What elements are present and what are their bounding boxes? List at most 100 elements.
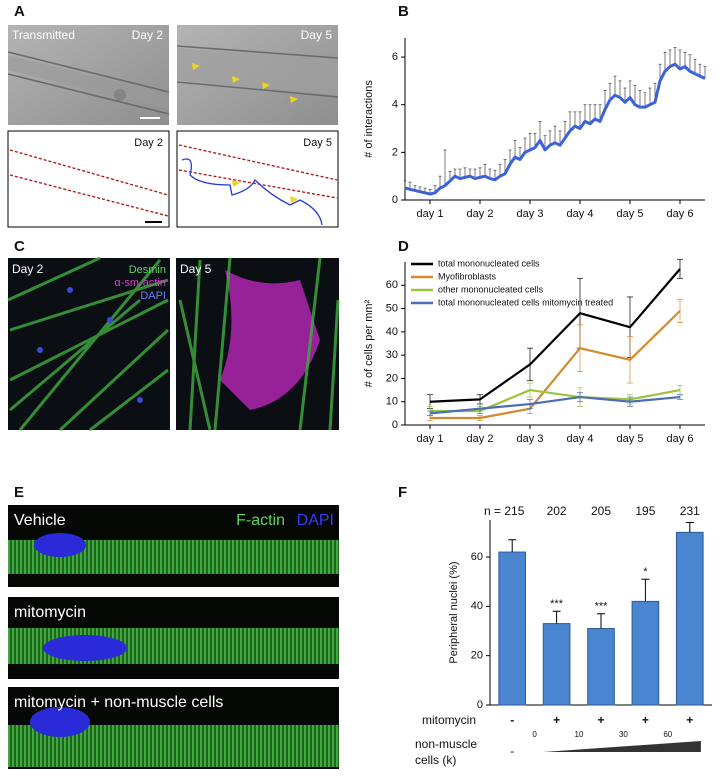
y-axis-label: # of cells per mm²	[363, 299, 375, 387]
y-tick-label: 20	[471, 650, 483, 662]
error-bar	[703, 66, 707, 79]
row-label: non-muscle	[415, 737, 477, 751]
image-c-right: Day 5	[176, 257, 340, 431]
row-label: mitomycin	[422, 713, 476, 727]
error-bar	[668, 49, 672, 67]
y-tick-label: 40	[386, 326, 398, 338]
error-bar	[553, 125, 557, 143]
stain-label: DAPI	[140, 290, 166, 302]
series-line	[430, 388, 681, 413]
mitomycin-sign: +	[597, 713, 604, 727]
error-bar	[528, 132, 532, 150]
mitomycin-sign: +	[642, 713, 649, 727]
error-bar	[403, 180, 407, 189]
condition-label: mitomycin + non-muscle cells	[14, 694, 223, 711]
error-bar	[623, 87, 627, 103]
bar	[587, 628, 615, 706]
panel-label: B	[398, 3, 409, 20]
x-tick-label: day 3	[517, 433, 544, 445]
significance: ***	[550, 598, 564, 610]
stain-label: α-sm-actin	[114, 277, 166, 289]
error-bar	[597, 613, 605, 629]
error-bar	[443, 149, 447, 186]
image-e-2: mitomycin	[8, 597, 339, 679]
error-bar	[538, 121, 542, 141]
error-bar	[483, 163, 487, 177]
image-c-left: Day 2 Desmin α-sm-actin DAPI	[7, 256, 170, 432]
stain-label: DAPI	[297, 512, 334, 529]
series-line	[429, 395, 681, 415]
image-label: Day 5	[180, 262, 212, 276]
y-tick-label: 2	[392, 146, 398, 158]
x-tick-label: day 1	[417, 433, 444, 445]
non-muscle-amount: 10	[575, 730, 584, 739]
bar	[542, 623, 571, 706]
legend-label: total mononucleated cells	[438, 258, 540, 268]
error-bar	[641, 578, 650, 602]
bar	[498, 551, 527, 706]
y-tick-label: 0	[477, 699, 483, 711]
gradient-triangle	[543, 741, 701, 752]
image-label: Day 2	[132, 28, 164, 42]
x-tick-label: day 3	[517, 208, 544, 220]
legend-label: total mononucleated cells mitomycin trea…	[438, 297, 613, 307]
error-bar	[608, 82, 612, 100]
non-muscle-amount: 0	[532, 730, 537, 739]
error-bar	[648, 87, 652, 105]
x-tick-label: day 5	[617, 208, 644, 220]
error-bar	[638, 90, 642, 108]
error-bar	[685, 521, 694, 533]
error-bar	[618, 80, 622, 98]
non-muscle-amount: -	[510, 744, 514, 758]
image-a-bottom-left: Day 2	[7, 130, 170, 228]
error-bar	[463, 167, 467, 178]
y-tick-label: 30	[386, 349, 398, 361]
n-label: 231	[680, 504, 700, 518]
mitomycin-sign: +	[553, 713, 560, 727]
y-tick-label: 20	[386, 372, 398, 384]
x-tick-label: day 2	[467, 208, 494, 220]
x-tick-label: day 2	[467, 433, 494, 445]
error-bar	[552, 610, 561, 624]
stain-label: Desmin	[129, 264, 166, 276]
error-bar	[643, 92, 647, 108]
series-line	[430, 310, 681, 420]
significance: *	[643, 566, 648, 578]
image-a-top-left: Transmitted Day 2	[7, 25, 170, 125]
error-bar	[688, 54, 692, 72]
image-a-bottom-right: Day 5	[176, 130, 339, 228]
image-label: Day 2	[12, 262, 44, 276]
error-bar	[678, 49, 682, 69]
x-tick-label: day 6	[667, 433, 694, 445]
n-label: 195	[635, 504, 655, 518]
error-bar	[588, 104, 592, 124]
image-a-top-right: Day 5	[176, 25, 339, 125]
series-line	[429, 268, 681, 403]
error-bar	[633, 85, 637, 105]
error-bar	[613, 75, 617, 96]
y-tick-label: 60	[471, 551, 483, 563]
stain-label: F-actin	[236, 512, 285, 529]
error-bar	[568, 111, 572, 131]
error-bar	[498, 163, 502, 177]
panel-label: C	[14, 238, 25, 255]
bar	[675, 531, 704, 706]
error-bar	[628, 80, 632, 98]
error-bar	[508, 539, 517, 553]
error-bar	[693, 59, 697, 74]
image-label: Transmitted	[12, 28, 75, 42]
error-bar	[593, 104, 597, 119]
significance: ***	[595, 601, 609, 613]
image-e-3: mitomycin + non-muscle cells	[8, 687, 339, 769]
y-tick-label: 10	[386, 396, 398, 408]
panel-label: A	[14, 3, 25, 20]
bar	[631, 600, 660, 706]
series-line	[404, 62, 706, 196]
error-bar	[563, 121, 567, 139]
error-bar	[578, 111, 582, 129]
y-tick-label: 60	[386, 279, 398, 291]
x-tick-label: day 1	[417, 208, 444, 220]
x-tick-label: day 4	[567, 433, 594, 445]
